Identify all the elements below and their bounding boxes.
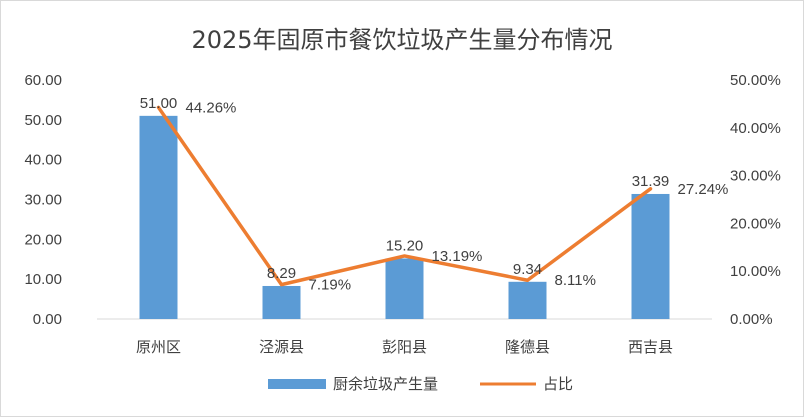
line-value-label: 13.19% — [432, 248, 483, 265]
line-point — [157, 105, 160, 109]
bar-series — [139, 115, 670, 319]
line-value-label: 27.24% — [678, 181, 729, 198]
left-axis-ticks: 0.00 10.00 20.00 30.00 40.00 50.00 60.00 — [24, 72, 62, 328]
chart-title: 2025年固原市餐饮垃圾产生量分布情况 — [191, 26, 612, 54]
legend-bar-label: 厨余垃圾产生量 — [333, 375, 438, 393]
left-tick-label: 30.00 — [24, 192, 62, 209]
category-label: 原州区 — [136, 338, 181, 356]
left-tick-label: 50.00 — [24, 112, 62, 129]
bar-value-label: 31.39 — [632, 173, 670, 190]
category-labels: 原州区 泾源县 彭阳县 隆德县 西吉县 — [136, 338, 673, 356]
category-label: 彭阳县 — [382, 338, 427, 356]
bar — [385, 258, 424, 319]
left-tick-label: 40.00 — [24, 152, 62, 169]
right-axis-ticks: 0.00% 10.00% 20.00% 30.00% 40.00% 50.00% — [730, 72, 781, 328]
line-path — [156, 105, 653, 287]
legend-line-label: 占比 — [543, 375, 573, 393]
category-label: 泾源县 — [259, 338, 304, 356]
line-point — [649, 187, 652, 191]
line-point — [280, 283, 283, 287]
right-tick-label: 10.00% — [730, 263, 781, 280]
line-series — [156, 105, 653, 287]
bar — [139, 115, 178, 319]
line-point — [403, 254, 406, 258]
left-tick-label: 20.00 — [24, 231, 62, 248]
bar-value-label: 9.34 — [513, 261, 542, 278]
line-value-label: 44.26% — [186, 99, 237, 116]
bar-value-label: 15.20 — [386, 237, 424, 254]
legend: 厨余垃圾产生量 占比 — [268, 375, 573, 393]
right-tick-label: 50.00% — [730, 72, 781, 89]
bar-data-labels: 51.00 8.29 15.20 9.34 31.39 — [140, 95, 670, 282]
legend-bar-swatch — [268, 379, 326, 389]
right-tick-label: 20.00% — [730, 215, 781, 232]
right-tick-label: 30.00% — [730, 168, 781, 185]
right-tick-label: 40.00% — [730, 120, 781, 137]
left-tick-label: 60.00 — [24, 72, 62, 89]
category-label: 隆德县 — [505, 338, 550, 356]
line-data-labels: 44.26% 7.19% 13.19% 8.11% 27.24% — [186, 99, 729, 293]
bar-value-label: 8.29 — [267, 265, 296, 282]
left-tick-label: 10.00 — [24, 271, 62, 288]
bar — [262, 285, 301, 319]
line-point — [526, 278, 529, 282]
line-value-label: 7.19% — [309, 277, 352, 294]
bar — [508, 281, 547, 319]
right-tick-label: 0.00% — [730, 311, 773, 328]
line-value-label: 8.11% — [555, 272, 596, 289]
bar — [631, 193, 670, 319]
left-tick-label: 0.00 — [33, 311, 62, 328]
bar-value-label: 51.00 — [140, 95, 178, 112]
category-label: 西吉县 — [628, 338, 673, 356]
